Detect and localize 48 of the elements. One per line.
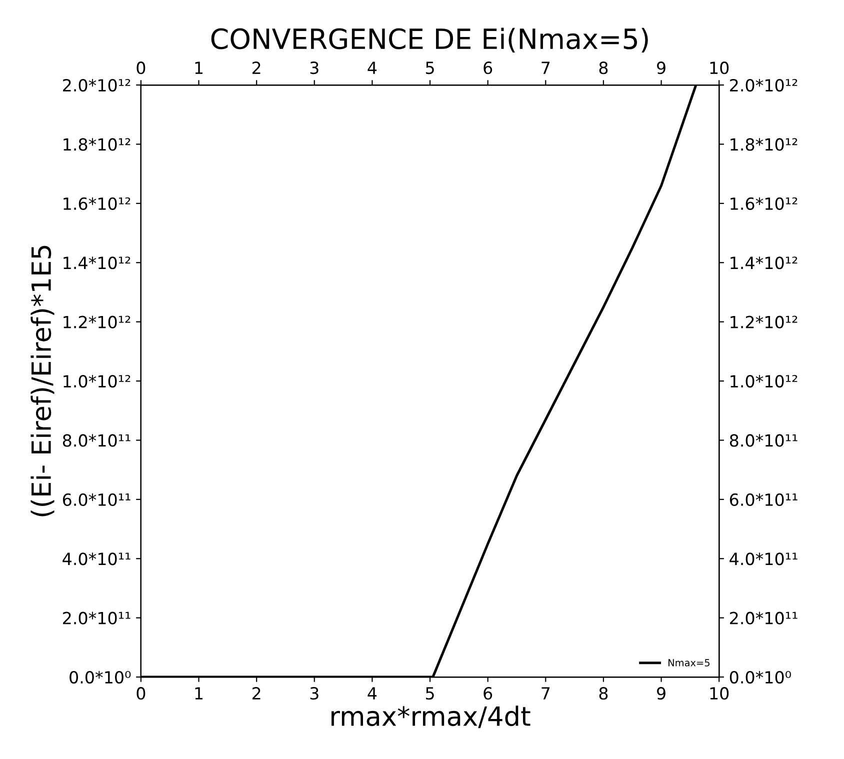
x2-tick-label: 1 bbox=[195, 62, 203, 74]
y2-tick-label: 6.0*10¹¹ bbox=[730, 493, 798, 506]
y-tick-label: 4.0*10¹¹ bbox=[62, 552, 130, 566]
x-tick-label: 3 bbox=[310, 687, 318, 700]
x2-tick-label: 3 bbox=[310, 62, 318, 74]
x2-tick-label: 4 bbox=[368, 62, 377, 74]
y-tick-label: 1.4*10¹² bbox=[64, 256, 130, 270]
y-tick-label: 1.0*10¹² bbox=[64, 374, 130, 388]
y-tick-label: 0.0*10⁰ bbox=[70, 670, 131, 684]
y2-tick-label: 1.8*10¹² bbox=[730, 138, 798, 151]
x2-tick-label: 7 bbox=[542, 62, 550, 74]
y2-tick-label: 1.6*10¹² bbox=[730, 197, 798, 210]
x2-tick-label: 9 bbox=[657, 62, 666, 74]
y2-tick-label: 2.0*10¹¹ bbox=[730, 612, 798, 624]
y-tick-label: 1.2*10¹² bbox=[64, 316, 130, 328]
x-tick-label: 9 bbox=[657, 687, 666, 700]
x-tick-label: 5 bbox=[426, 687, 434, 700]
y-tick-label: 1.8*10¹² bbox=[64, 138, 130, 151]
y2-tick-label: 2.0*10¹² bbox=[730, 78, 798, 92]
x2-tick-label: 2 bbox=[252, 62, 260, 74]
x-tick-label: 10 bbox=[710, 687, 729, 700]
y2-tick-label: 1.4*10¹² bbox=[730, 256, 798, 270]
x-axis-title: rmax*rmax/4dt bbox=[332, 706, 530, 728]
y2-tick-label: 8.0*10¹¹ bbox=[730, 434, 798, 447]
legend-label: Nmax=5 bbox=[668, 659, 710, 666]
y-axis-title: ((Ei- Eiref)/Eiref)*1E5 bbox=[30, 246, 54, 516]
y-tick-label: 1.6*10¹² bbox=[64, 197, 130, 210]
x-tick-label: 6 bbox=[484, 687, 492, 700]
x2-tick-label: 10 bbox=[710, 62, 729, 74]
y-tick-label: 2.0*10¹¹ bbox=[63, 612, 130, 624]
x-tick-label: 0 bbox=[136, 687, 146, 700]
y-tick-label: 6.0*10¹¹ bbox=[62, 493, 130, 506]
y-tick-label: 8.0*10¹¹ bbox=[62, 434, 130, 447]
x2-tick-label: 8 bbox=[599, 62, 608, 74]
x2-tick-label: 5 bbox=[426, 62, 434, 74]
x-tick-label: 7 bbox=[542, 687, 550, 700]
x-tick-label: 4 bbox=[368, 687, 377, 700]
y2-tick-label: 0.0*10⁰ bbox=[730, 670, 791, 684]
x-tick-label: 1 bbox=[195, 687, 203, 700]
x2-tick-label: 6 bbox=[484, 62, 492, 74]
x-tick-label: 8 bbox=[599, 687, 608, 700]
y2-tick-label: 4.0*10¹¹ bbox=[730, 552, 798, 566]
x2-tick-label: 0 bbox=[136, 62, 146, 74]
y2-tick-label: 1.2*10¹² bbox=[730, 316, 798, 328]
y2-tick-label: 1.0*10¹² bbox=[730, 374, 798, 388]
chart-title: CONVERGENCE DE Ei(Nmax=5) bbox=[211, 28, 648, 53]
y-tick-label: 2.0*10¹² bbox=[63, 78, 130, 92]
x-tick-label: 2 bbox=[252, 687, 260, 700]
